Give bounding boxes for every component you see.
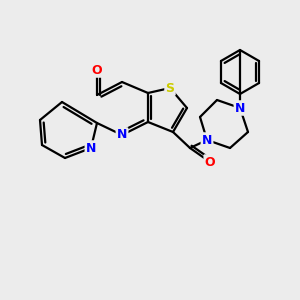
- Text: O: O: [205, 155, 215, 169]
- Text: N: N: [202, 134, 212, 146]
- Text: N: N: [117, 128, 127, 142]
- Text: O: O: [92, 64, 102, 76]
- Text: N: N: [235, 101, 245, 115]
- Text: S: S: [166, 82, 175, 94]
- Text: N: N: [86, 142, 96, 154]
